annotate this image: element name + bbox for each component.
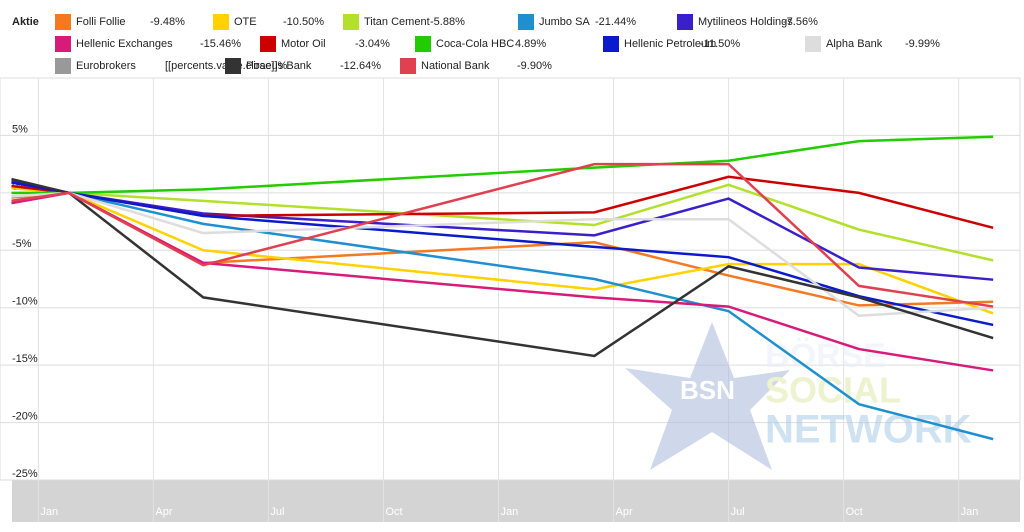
legend-swatch xyxy=(805,36,821,52)
legend-swatch xyxy=(55,36,71,52)
x-tick-label: Jul xyxy=(270,506,284,518)
series-line xyxy=(11,162,994,308)
legend-value: -9.48% xyxy=(150,16,185,28)
legend-value: 4.89% xyxy=(515,38,546,50)
y-tick-label: -20% xyxy=(12,410,38,422)
watermark-star xyxy=(625,322,790,470)
x-tick-label: Jan xyxy=(40,506,58,518)
x-tick-label: Jan xyxy=(961,506,979,518)
x-axis-band xyxy=(12,480,1020,522)
legend-label: Coca-Cola HBC xyxy=(436,38,514,50)
legend-value: -12.64% xyxy=(340,60,381,72)
watermark: BSN BÖRSE SOCIAL NETWORK xyxy=(625,322,972,470)
x-tick-label: Apr xyxy=(155,506,172,518)
legend-value: -9.90% xyxy=(517,60,552,72)
legend-swatch xyxy=(55,14,71,30)
y-tick-label: -25% xyxy=(12,468,38,480)
watermark-logo: BSN xyxy=(680,375,735,405)
legend-label: Alpha Bank xyxy=(826,38,883,50)
legend-swatch xyxy=(603,36,619,52)
x-tick-label: Jan xyxy=(500,506,518,518)
legend-value: -21.44% xyxy=(595,16,636,28)
legend-label: Hellenic Exchanges xyxy=(76,38,173,50)
y-tick-label: 5% xyxy=(12,123,28,135)
legend-value: -10.50% xyxy=(283,16,324,28)
legend-swatch xyxy=(213,14,229,30)
legend-label: Hellenic Petroleum xyxy=(624,38,716,50)
legend-label: Piraeus Bank xyxy=(246,60,312,72)
watermark-text: NETWORK xyxy=(765,408,972,452)
legend-swatch xyxy=(400,58,416,74)
y-tick-label: -5% xyxy=(12,238,32,250)
legend-value: -15.46% xyxy=(200,38,241,50)
x-tick-label: Jul xyxy=(731,506,745,518)
legend-value: -5.88% xyxy=(430,16,465,28)
watermark-text: SOCIAL xyxy=(765,370,901,411)
legend-swatch xyxy=(225,58,241,74)
x-tick-label: Apr xyxy=(616,506,633,518)
y-tick-label: -15% xyxy=(12,353,38,365)
legend-swatch xyxy=(260,36,276,52)
legend-value: -9.99% xyxy=(905,38,940,50)
legend-swatch xyxy=(55,58,71,74)
x-tick-label: Oct xyxy=(385,506,402,518)
legend-label: Motor Oil xyxy=(281,38,326,50)
legend-label: Mytilineos Holdings xyxy=(698,16,793,28)
legend-label: Titan Cement xyxy=(364,16,430,28)
legend-label: Eurobrokers xyxy=(76,60,136,72)
legend-label: OTE xyxy=(234,16,257,28)
x-tick-label: Oct xyxy=(846,506,863,518)
legend-label: Jumbo SA xyxy=(539,16,590,28)
legend-swatch xyxy=(415,36,431,52)
watermark-text: BÖRSE xyxy=(765,337,886,375)
legend-label: Folli Follie xyxy=(76,16,126,28)
legend-swatch xyxy=(343,14,359,30)
lines xyxy=(11,135,994,441)
legend-swatch xyxy=(518,14,534,30)
legend-value: -11.50% xyxy=(700,38,740,50)
legend-title: Aktie xyxy=(12,16,39,28)
legend-label: National Bank xyxy=(421,60,490,72)
y-tick-label: -10% xyxy=(12,296,38,308)
legend-value: -3.04% xyxy=(355,38,390,50)
legend-swatch xyxy=(677,14,693,30)
legend-value: -7.56% xyxy=(783,16,818,28)
